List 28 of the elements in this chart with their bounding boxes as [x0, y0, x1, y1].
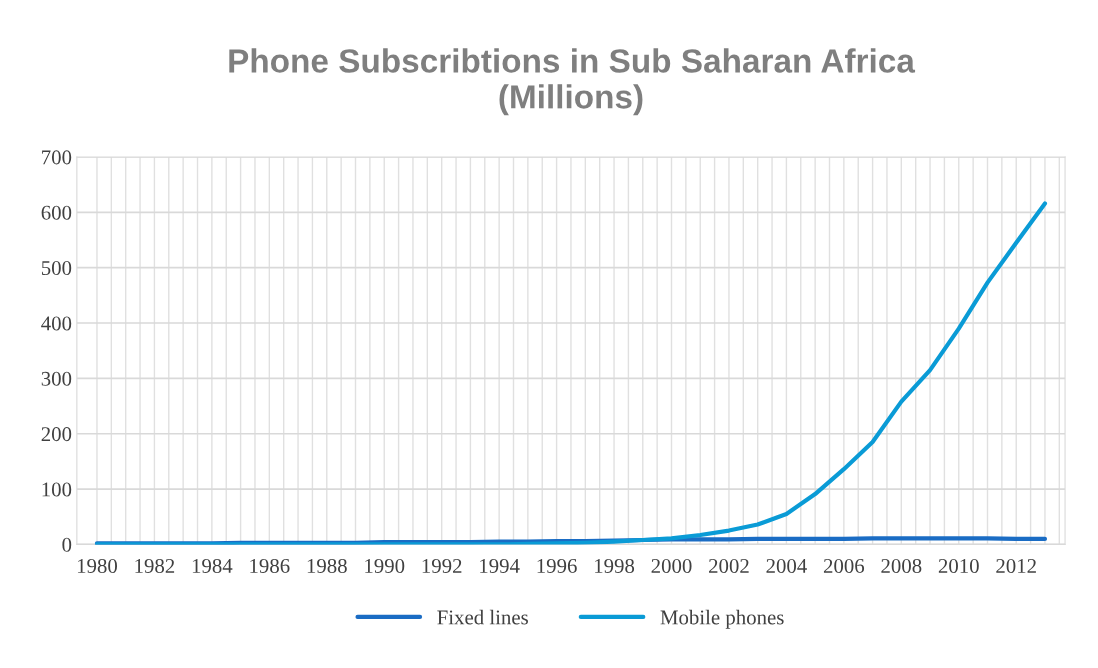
y-tick-label: 700	[42, 150, 72, 165]
x-tick-label: 1988	[307, 558, 347, 573]
y-tick-label: 200	[41, 427, 72, 442]
x-tick-label: 2000	[651, 558, 692, 573]
x-tick-label: 2010	[938, 558, 979, 573]
x-tick-label: 1996	[537, 558, 577, 573]
chart-title: Phone Subscribtions in Sub Saharan Africa (Millions)	[229, 48, 916, 116]
x-tick-label: 2008	[881, 558, 922, 573]
x-tick-label: 1980	[77, 558, 118, 573]
legend-label: Fixed lines	[437, 609, 528, 625]
x-tick-label: 2012	[996, 558, 1036, 573]
y-tick-label: 400	[41, 316, 72, 331]
y-tick-label: 100	[42, 482, 72, 497]
x-tick-label: 1992	[422, 558, 462, 573]
x-tick-label: 1984	[192, 558, 233, 573]
x-tick-label: 2002	[709, 558, 749, 573]
x-tick-label: 1982	[135, 558, 175, 573]
y-tick-label: 300	[41, 371, 72, 386]
y-tick-label: 0	[62, 537, 72, 552]
x-tick-label: 1994	[480, 558, 520, 573]
y-tick-label: 600	[41, 205, 72, 220]
x-tick-label: 2004	[766, 558, 807, 573]
x-tick-label: 1990	[365, 558, 405, 573]
x-tick-label: 1986	[250, 558, 290, 573]
y-tick-label: 500	[41, 261, 72, 276]
x-tick-label: 2006	[823, 558, 865, 573]
x-tick-label: 1998	[595, 558, 635, 573]
legend-label: Mobile phones	[660, 609, 784, 629]
